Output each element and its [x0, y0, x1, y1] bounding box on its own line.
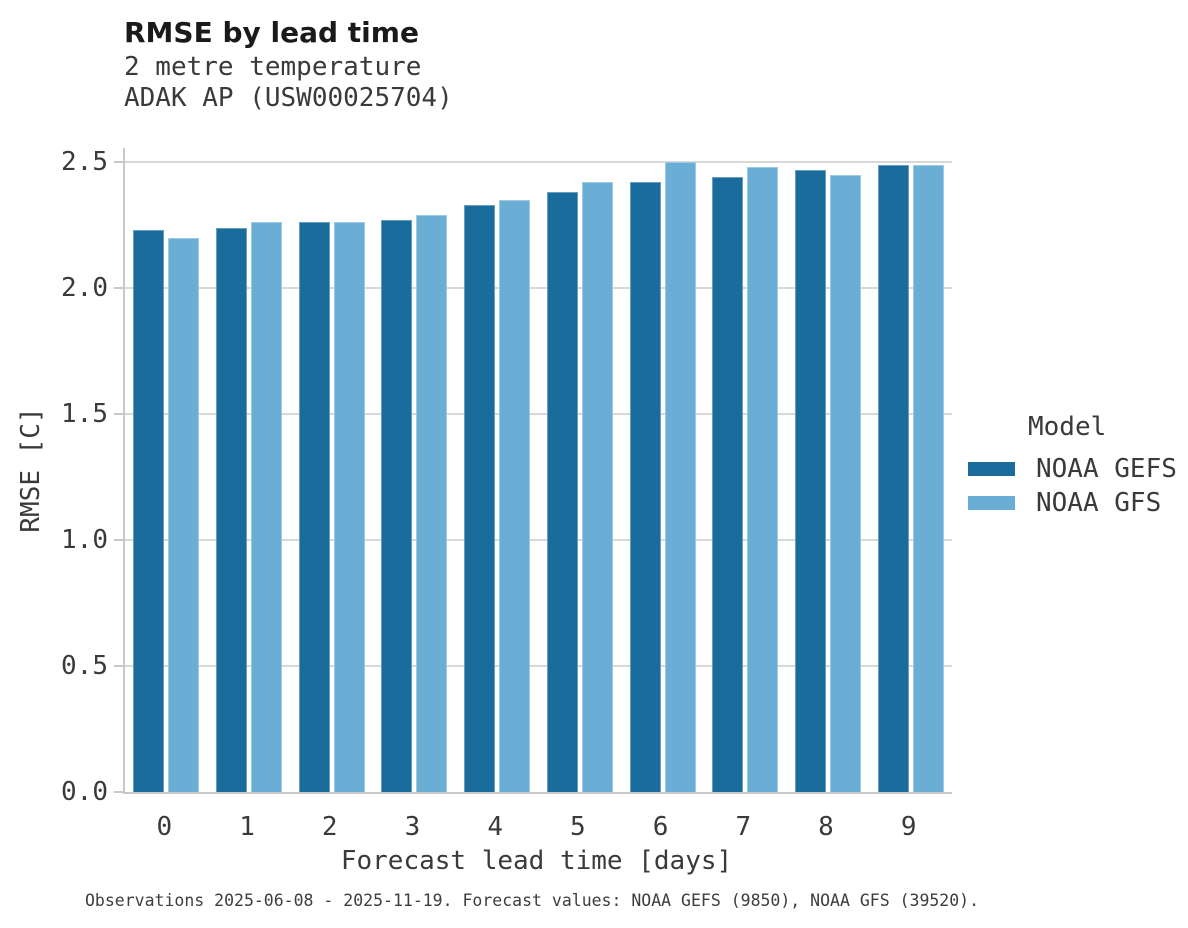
legend-label: NOAA GFS — [1036, 488, 1162, 518]
bar-noaa-gefs-day-0 — [133, 230, 165, 792]
bar-groups — [125, 148, 952, 792]
chart-subtitle-station: ADAK AP (USW00025704) — [124, 83, 453, 113]
gridline-y-1.0 — [125, 539, 952, 541]
bar-noaa-gefs-day-8 — [794, 169, 826, 792]
x-tick-label-4: 4 — [487, 812, 503, 842]
y-tick-mark-1.0 — [114, 539, 123, 541]
y-tick-label-1.5: 1.5 — [61, 399, 108, 429]
legend-entry-noaa-gefs: NOAA GEFS — [968, 452, 1183, 486]
gridline-y-1.5 — [125, 413, 952, 415]
legend-title: Model — [1028, 412, 1107, 442]
bar-noaa-gefs-day-4 — [464, 204, 496, 792]
bar-group-day-7 — [704, 148, 787, 792]
gridline-y-0.5 — [125, 665, 952, 667]
bar-group-day-2 — [290, 148, 373, 792]
bar-group-day-0 — [125, 148, 208, 792]
legend-swatch-icon — [968, 462, 1015, 476]
legend: Model NOAA GEFS NOAA GFS — [968, 412, 1183, 520]
bar-noaa-gfs-day-9 — [912, 164, 944, 792]
y-axis-tick-labels: 0.0 0.5 1.0 1.5 2.0 2.5 — [0, 147, 108, 807]
x-tick-label-0: 0 — [156, 812, 173, 842]
plot-area — [114, 148, 952, 794]
bar-noaa-gfs-day-3 — [416, 214, 448, 792]
chart-title: RMSE by lead time — [124, 16, 419, 49]
bar-noaa-gefs-day-3 — [381, 219, 413, 792]
legend-label: NOAA GEFS — [1036, 454, 1177, 484]
bar-noaa-gefs-day-5 — [546, 192, 578, 792]
gridline-y-2.5 — [125, 161, 952, 163]
bar-noaa-gefs-day-1 — [216, 227, 248, 792]
x-axis-tick-labels: 0 1 2 3 4 5 6 7 8 9 — [123, 812, 950, 842]
y-tick-label-0.5: 0.5 — [61, 651, 108, 681]
x-tick-label-8: 8 — [818, 812, 834, 842]
bar-group-day-5 — [539, 148, 622, 792]
legend-entry-noaa-gfs: NOAA GFS — [968, 486, 1183, 520]
legend-entries: NOAA GEFS NOAA GFS — [968, 452, 1183, 520]
bar-noaa-gfs-day-0 — [168, 237, 200, 792]
bar-noaa-gefs-day-9 — [877, 164, 909, 792]
bar-group-day-4 — [456, 148, 539, 792]
x-tick-label-2: 2 — [321, 812, 338, 842]
bar-group-day-9 — [869, 148, 952, 792]
y-tick-label-2.5: 2.5 — [61, 147, 108, 177]
x-tick-label-5: 5 — [570, 812, 586, 842]
footer-note: Observations 2025-06-08 - 2025-11-19. Fo… — [85, 891, 980, 910]
x-axis-title: Forecast lead time [days] — [340, 846, 733, 876]
bar-noaa-gefs-day-6 — [629, 182, 661, 792]
y-tick-mark-0.5 — [114, 665, 123, 667]
bar-noaa-gfs-day-2 — [333, 222, 365, 792]
bar-group-day-1 — [208, 148, 291, 792]
bar-noaa-gefs-day-2 — [298, 222, 330, 792]
gridline-y-2.0 — [125, 287, 952, 289]
x-tick-label-9: 9 — [900, 812, 917, 842]
chart-subtitle-variable: 2 metre temperature — [124, 52, 422, 82]
y-tick-label-0.0: 0.0 — [61, 777, 108, 807]
bar-noaa-gfs-day-5 — [581, 182, 613, 792]
y-tick-mark-1.5 — [114, 413, 123, 415]
bar-noaa-gfs-day-8 — [829, 174, 861, 792]
y-tick-label-2.0: 2.0 — [61, 273, 108, 303]
y-tick-mark-2.0 — [114, 287, 123, 289]
x-tick-label-3: 3 — [404, 812, 421, 842]
bar-group-day-6 — [621, 148, 704, 792]
legend-swatch-icon — [968, 496, 1015, 510]
bar-group-day-8 — [787, 148, 870, 792]
bar-noaa-gfs-day-4 — [499, 199, 531, 792]
y-tick-mark-0.0 — [114, 791, 123, 793]
bar-noaa-gfs-day-6 — [664, 162, 696, 792]
x-tick-label-1: 1 — [239, 812, 255, 842]
x-tick-label-7: 7 — [735, 812, 752, 842]
bar-noaa-gfs-day-1 — [251, 222, 283, 792]
bar-noaa-gefs-day-7 — [712, 177, 744, 792]
y-tick-mark-2.5 — [114, 161, 123, 163]
bar-noaa-gfs-day-7 — [747, 167, 779, 792]
y-tick-label-1.0: 1.0 — [61, 525, 108, 555]
bar-group-day-3 — [373, 148, 456, 792]
x-tick-label-6: 6 — [652, 812, 669, 842]
